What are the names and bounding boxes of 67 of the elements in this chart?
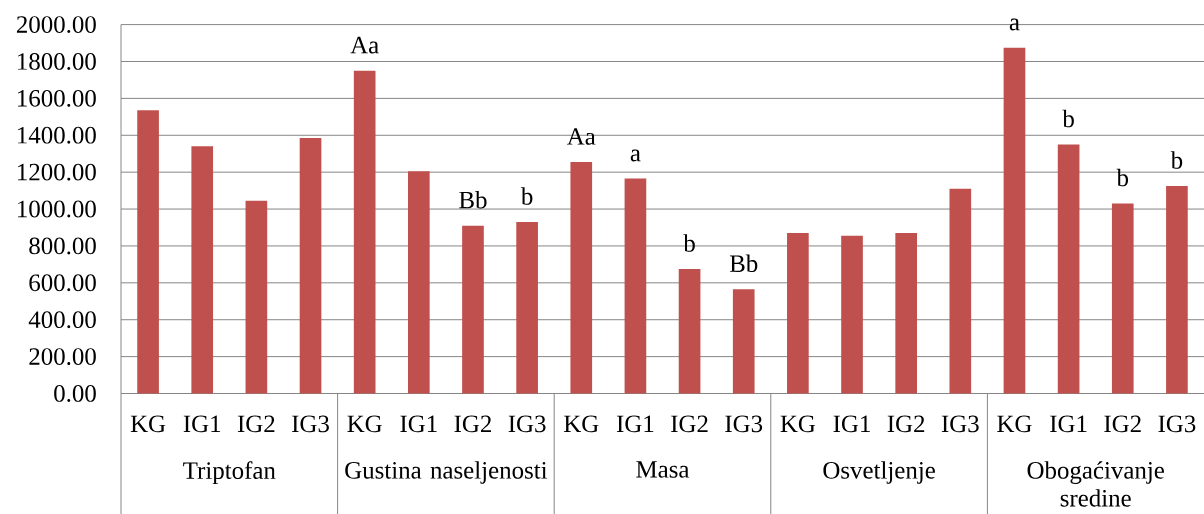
bar [353,70,376,394]
bar [1166,185,1188,394]
series-label: IG1 [616,415,654,433]
bar [1003,47,1026,394]
y-tick-label: 600.00 [29,274,96,292]
series-label: IG3 [508,415,546,433]
text: IG2 [237,415,275,433]
text: IG3 [292,415,329,433]
data-label: b [520,187,533,205]
bar [299,138,322,394]
y-tick-label: 0.00 [54,385,96,402]
data-label: a [1009,18,1020,31]
x-tick-label: Osvetljenje [823,461,935,484]
data-label: a [630,149,641,162]
x-tick-label: Obogaćivanje sredine [1027,461,1164,507]
bar [407,171,430,394]
y-tick-label: 1800.00 [18,53,96,70]
y-tick-label: 1600.00 [18,89,96,107]
data-label: b [1116,168,1129,187]
y-tick-label: 400.00 [28,311,96,329]
y-tick-label: 1000.00 [18,200,96,218]
text: KG [564,415,599,433]
text: KG [997,415,1032,433]
text: IG3 [941,415,979,433]
series-label: IG2 [887,415,925,433]
data-label: Aa [350,36,379,54]
bar [678,269,701,394]
text: IG2 [1104,415,1141,433]
bar [137,110,159,394]
bar [949,188,972,394]
bar [787,233,809,394]
text: IG1 [400,415,437,433]
bar [245,200,268,394]
data-label: Aa [567,128,596,145]
text: IG2 [454,415,491,433]
bar [624,178,647,394]
text: KG [347,415,382,433]
y-tick-label: 1200.00 [18,163,96,181]
bar [462,225,484,394]
x-tick-label: Masa [636,461,690,478]
text: IG1 [183,415,221,433]
y-tick-label: 1400.00 [18,126,96,144]
text: KG [780,415,816,433]
bar [1057,144,1080,394]
text: IG1 [1050,415,1087,433]
bar [516,221,538,394]
data-label: b [1062,109,1074,128]
y-tick-label: 200.00 [29,348,96,366]
series-label: KG [130,415,166,433]
bar [732,289,755,394]
data-label: b [683,234,695,252]
y-tick-label: 800.00 [29,237,96,255]
text: IG2 [671,415,708,433]
bar [191,146,214,394]
data-label: Bb [729,254,758,273]
bar [1111,203,1134,394]
bar [570,162,593,394]
text: IG3 [725,415,763,433]
y-tick-label: 2000.00 [16,16,96,34]
text: IG1 [833,415,870,433]
data-label: Bb [459,190,487,209]
x-tick-label: Gustina naseljenosti [345,461,548,484]
text: IG3 [1158,415,1196,433]
x-tick-label: Triptofan [183,461,276,485]
bar [841,235,863,394]
bar [895,233,917,394]
data-label: b [1170,151,1183,169]
